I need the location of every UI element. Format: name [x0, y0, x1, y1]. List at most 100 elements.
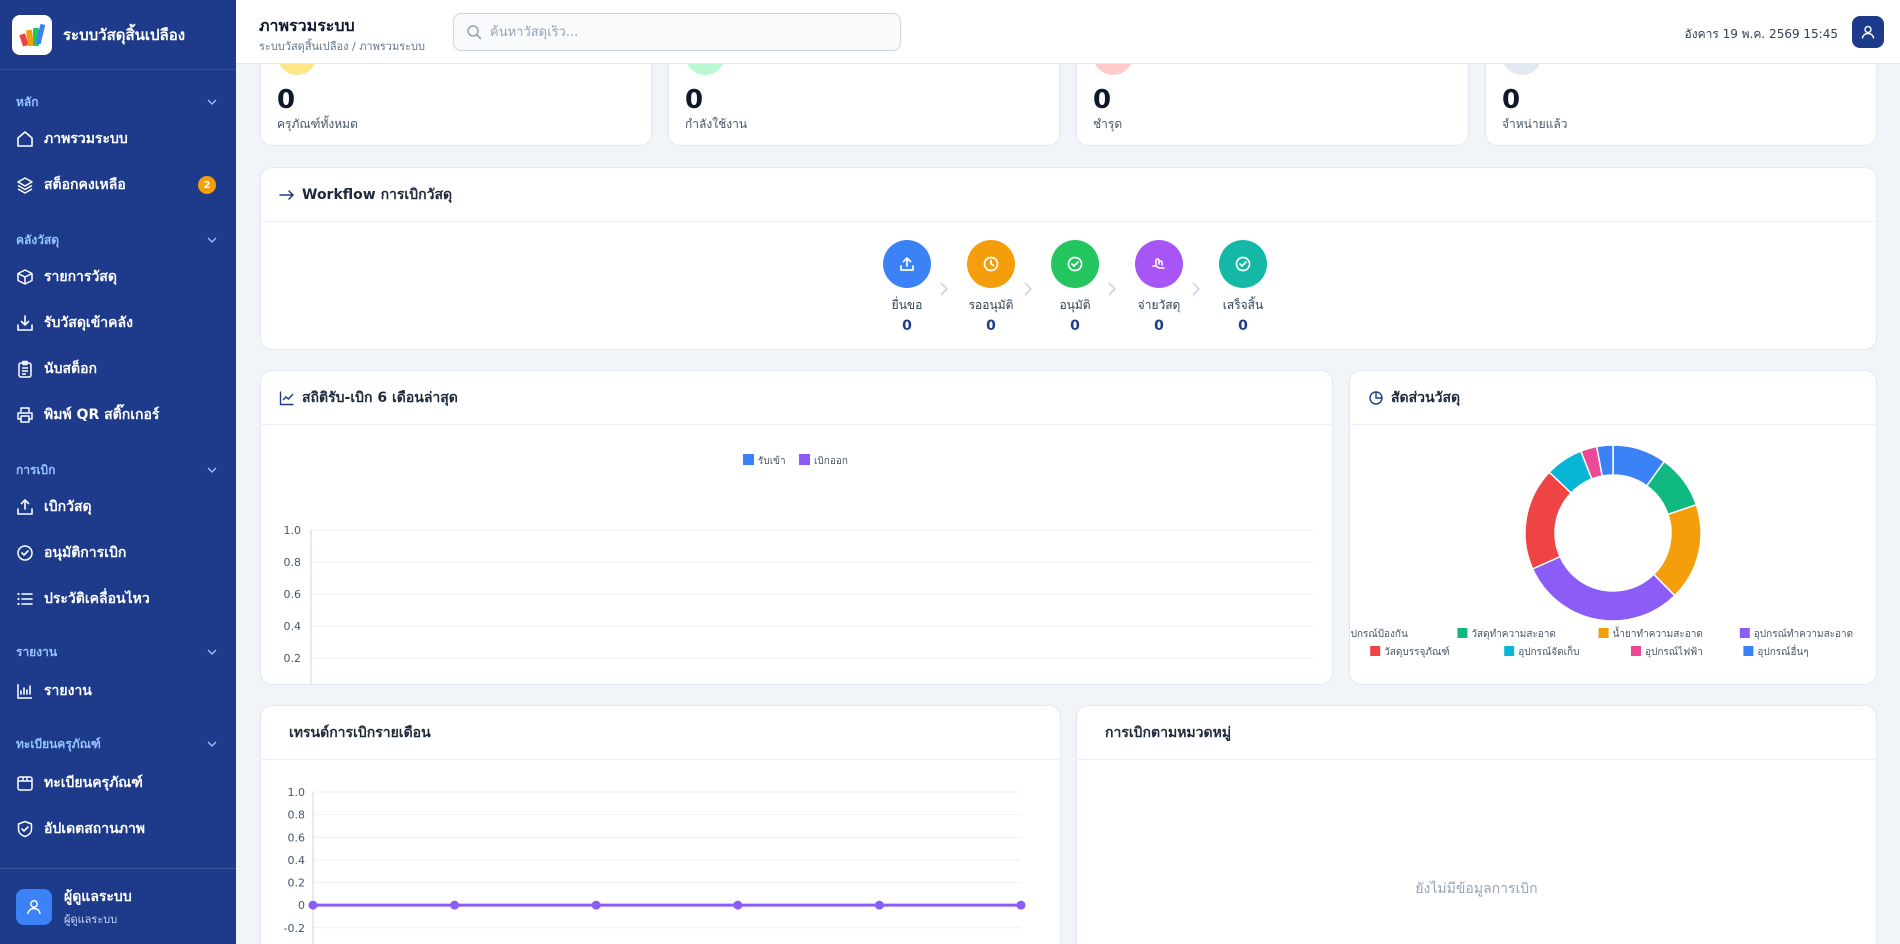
sidebar-item-approve[interactable]: อนุมัติการเบิก	[16, 540, 216, 566]
sidebar-nav: หลัก ภาพรวมระบบ สต็อกคงเหลือ 2 คลังวัสดุ…	[0, 70, 236, 868]
archive-icon	[17, 776, 33, 791]
quick-search[interactable]	[453, 13, 901, 51]
chevron-right-icon	[940, 282, 949, 296]
workflow-step-label: เสร็จสิ้น	[1222, 298, 1264, 312]
trend-point	[874, 900, 884, 910]
legend-label: อุปกรณ์อื่นๆ	[1757, 644, 1808, 658]
sidebar-item-overview[interactable]: ภาพรวมระบบ	[16, 126, 216, 152]
section-requisition-label: การเบิก	[16, 462, 56, 477]
legend-swatch	[799, 454, 810, 465]
download-tray-icon	[17, 315, 33, 331]
workflow-step-done[interactable]: เสร็จสิ้น 0	[1213, 240, 1273, 334]
search-icon	[467, 25, 482, 40]
pie-chart-icon	[1369, 390, 1383, 405]
user-icon	[27, 899, 41, 914]
y-tick-label: 0.4	[288, 854, 306, 867]
sidebar-item-stock[interactable]: สต็อกคงเหลือ 2	[16, 172, 216, 198]
legend-label: อุปกรณ์ไฟฟ้า	[1645, 646, 1703, 658]
section-reports[interactable]: รายงาน	[16, 642, 218, 662]
page-title: ภาพรวมระบบ	[259, 16, 355, 35]
legend-swatch	[743, 454, 754, 465]
upload-icon	[883, 240, 931, 288]
stat-value: 0	[1502, 85, 1521, 115]
legend-label: น้ำยาทำความสะอาด	[1613, 626, 1703, 640]
sidebar-item-label: อนุมัติการเบิก	[44, 545, 127, 561]
home-icon	[17, 131, 33, 147]
legend-label: วัสดุทำความสะอาด	[1471, 629, 1556, 640]
layers-icon	[17, 177, 33, 194]
receive-issue-chart: รับเข้าเบิกออก1.00.80.60.40.2012/25681/2…	[284, 454, 1313, 684]
search-input[interactable]	[490, 24, 890, 40]
upload-tray-icon	[17, 499, 33, 515]
sidebar-item-receive[interactable]: รับวัสดุเข้าคลัง	[16, 310, 216, 336]
legend-label: อุปกรณ์ป้องกัน	[1350, 628, 1408, 640]
legend-swatch	[1370, 646, 1381, 656]
donut-slice	[1531, 555, 1676, 622]
sidebar-item-history[interactable]: ประวัติเคลื่อนไหว	[16, 586, 216, 612]
donut-slice	[1595, 444, 1614, 477]
trend-point	[308, 900, 318, 910]
chevron-right-icon	[1024, 282, 1033, 296]
material-proportion-title: สัดส่วนวัสดุ	[1391, 389, 1461, 406]
y-tick-label: 1.0	[284, 524, 302, 537]
by-category-header: การเบิกตามหมวดหมู่	[1077, 706, 1876, 760]
section-inventory-label: คลังวัสดุ	[16, 232, 60, 247]
workflow-step-label: ยื่นขอ	[891, 298, 923, 312]
material-proportion-chart: อุปกรณ์ป้องกัน วัสดุทำความสะอาด น้ำยาทำควา…	[1350, 444, 1853, 658]
section-requisition[interactable]: การเบิก	[16, 460, 218, 480]
hand-icon	[1135, 240, 1183, 288]
workflow-step-dispense[interactable]: จ่ายวัสดุ 0	[1129, 240, 1189, 334]
sidebar-item-update-status[interactable]: อัปเดตสถานภาพ	[16, 816, 216, 842]
chevron-down-icon	[207, 99, 217, 105]
app-logo-icon	[12, 14, 52, 55]
chevron-right-icon	[1192, 282, 1201, 296]
chevron-down-icon	[207, 467, 217, 473]
monthly-trend-header: เทรนด์การเบิกรายเดือน	[261, 706, 1060, 760]
current-user[interactable]: ผู้ดูแลระบบ ผู้ดูแลระบบ	[0, 868, 236, 944]
section-assets[interactable]: ทะเบียนครุภัณฑ์	[16, 734, 218, 754]
chart-icon	[17, 684, 32, 699]
sidebar-item-asset-registry[interactable]: ทะเบียนครุภัณฑ์	[16, 770, 216, 796]
user-menu-button[interactable]	[1852, 16, 1884, 48]
workflow-header: Workflow การเบิกวัสดุ	[261, 168, 1876, 222]
by-category-title: การเบิกตามหมวดหมู่	[1105, 724, 1232, 741]
breadcrumb: ระบบวัสดุสิ้นเปลือง / ภาพรวมระบบ	[259, 40, 426, 53]
monthly-trend-title: เทรนด์การเบิกรายเดือน	[289, 724, 431, 741]
chevron-down-icon	[207, 741, 217, 747]
section-reports-label: รายงาน	[16, 644, 58, 659]
sidebar-item-label: นับสต็อก	[44, 361, 97, 377]
legend-swatch	[1457, 628, 1468, 638]
receive-issue-chart-card: สถิติรับ-เบิก 6 เดือนล่าสุด รับเข้า เบิกอ…	[260, 370, 1333, 685]
monthly-trend-card: เทรนด์การเบิกรายเดือน 1.0 0.8 0.6 0.4 0.2 0 -0…	[260, 705, 1061, 944]
section-main[interactable]: หลัก	[16, 92, 218, 112]
user-name: ผู้ดูแลระบบ	[64, 888, 132, 905]
trend-point	[450, 900, 460, 910]
workflow-step-submit[interactable]: ยื่นขอ 0	[877, 240, 937, 334]
sidebar-item-reports[interactable]: รายงาน	[16, 678, 216, 704]
legend-label: วัสดุบรรจุภัณฑ์	[1384, 646, 1449, 658]
sidebar-item-requisition[interactable]: เบิกวัสดุ	[16, 494, 216, 520]
workflow-step-count: 0	[1238, 318, 1248, 334]
top-bar: ภาพรวมระบบ ระบบวัสดุสิ้นเปลือง / ภาพรวมร…	[236, 0, 1900, 64]
workflow-step-approved[interactable]: อนุมัติ 0	[1045, 240, 1105, 334]
brand[interactable]: ระบบวัสดุสิ้นเปลือง	[0, 0, 236, 70]
y-tick-label: 0.4	[284, 620, 302, 633]
clipboard-icon	[18, 360, 32, 378]
y-tick-label: 0.6	[284, 588, 302, 601]
sidebar-item-label: ภาพรวมระบบ	[44, 131, 128, 147]
sidebar-item-materials[interactable]: รายการวัสดุ	[16, 264, 216, 290]
current-datetime: อังคาร 19 พ.ค. 2569 15:45	[1684, 27, 1839, 41]
chevron-down-icon	[207, 237, 217, 243]
workflow-card: Workflow การเบิกวัสดุ ยื่นขอ 0 รออนุมัติ…	[260, 167, 1877, 350]
workflow-step-count: 0	[1154, 318, 1164, 334]
workflow-step-pending[interactable]: รออนุมัติ 0	[961, 240, 1021, 334]
section-inventory[interactable]: คลังวัสดุ	[16, 230, 218, 250]
sidebar-item-stock-count[interactable]: นับสต็อก	[16, 356, 216, 382]
sidebar-item-print-qr[interactable]: พิมพ์ QR สติ๊กเกอร์	[16, 402, 216, 428]
legend-swatch	[1739, 628, 1750, 638]
app-title: ระบบวัสดุสิ้นเปลือง	[63, 25, 186, 44]
box-icon	[17, 269, 33, 285]
check-circle-icon	[1051, 240, 1099, 288]
legend-swatch	[1504, 646, 1515, 656]
stat-label: กำลังใช้งาน	[685, 117, 748, 131]
